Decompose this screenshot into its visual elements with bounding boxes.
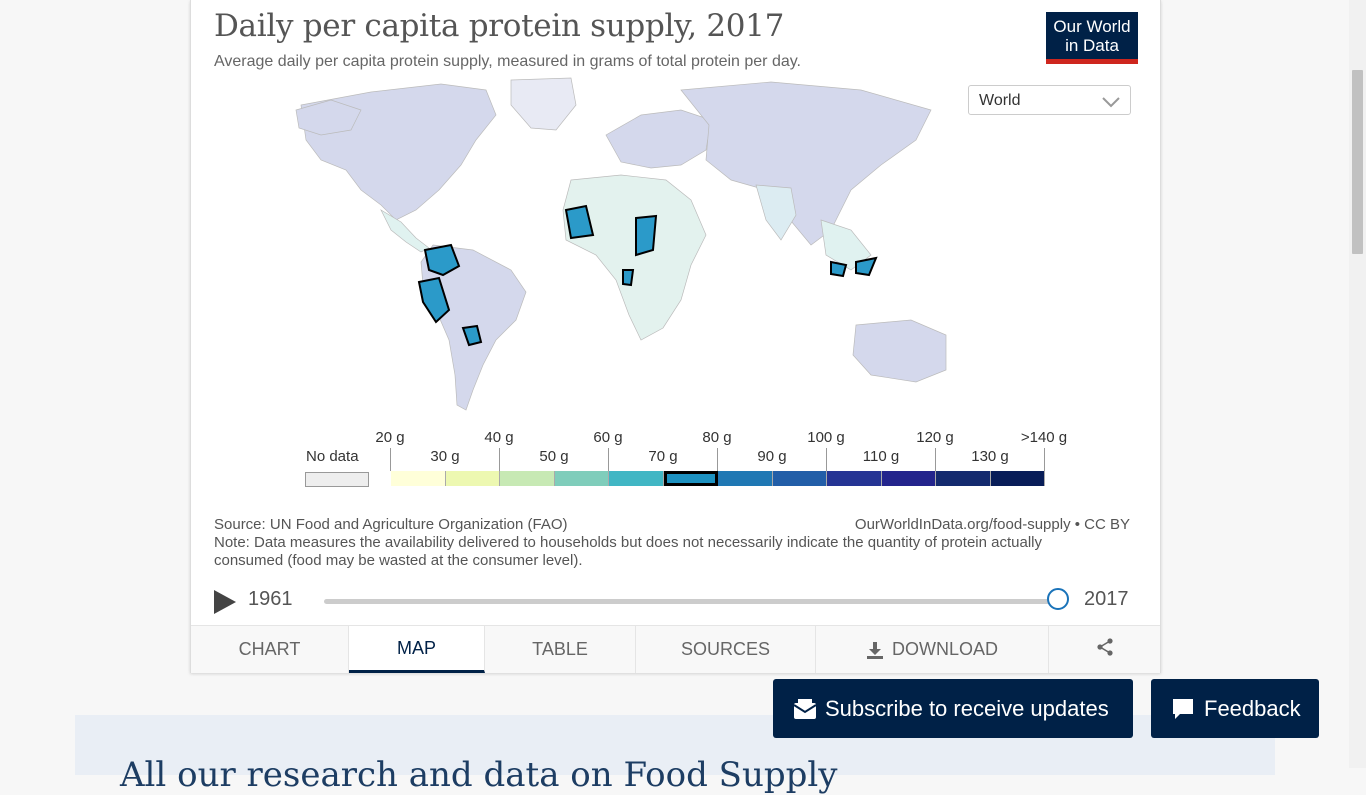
feedback-label: Feedback (1204, 695, 1301, 721)
map-alaska (295, 99, 362, 136)
tab-table[interactable]: TABLE (485, 626, 636, 673)
chart-card: Daily per capita protein supply, 2017 Av… (190, 0, 1161, 673)
legend-label: 130 g (971, 448, 1009, 465)
owid-logo[interactable]: Our World in Data (1046, 12, 1138, 64)
region-select[interactable]: World (968, 85, 1131, 115)
legend-swatch[interactable] (718, 471, 773, 486)
logo-line-1: Our World (1053, 17, 1131, 36)
source-text: Source: UN Food and Agriculture Organiza… (214, 516, 568, 533)
tab-label: DOWNLOAD (891, 639, 998, 659)
timeline-start-year: 1961 (248, 588, 293, 610)
timeline-track[interactable] (324, 599, 1060, 604)
tab-label: CHART (238, 639, 301, 659)
scrollbar-thumb[interactable] (1352, 70, 1363, 254)
map-europe (605, 109, 712, 169)
legend-swatch[interactable] (772, 471, 827, 486)
legend-swatch[interactable] (881, 471, 936, 486)
map-central-america (380, 209, 430, 253)
legend-label: 90 g (757, 448, 787, 465)
legend-label: 30 g (430, 448, 460, 465)
scrollbar[interactable] (1349, 0, 1366, 768)
map-cameroon (622, 269, 635, 287)
legend-label: 60 g (593, 429, 623, 446)
legend-label: 20 g (375, 429, 405, 446)
map-indonesia (830, 260, 848, 278)
tab-label: SOURCES (680, 639, 770, 659)
map-paraguay (461, 324, 483, 347)
map-asia (680, 81, 932, 246)
world-map[interactable] (211, 70, 1021, 425)
legend-label: 100 g (807, 429, 845, 446)
tab-sources[interactable]: SOURCES (636, 626, 816, 673)
chevron-down-icon (1102, 95, 1120, 113)
legend-label: 40 g (484, 429, 514, 446)
legend-tick (608, 448, 609, 471)
legend-swatch[interactable] (609, 471, 664, 486)
subscribe-button[interactable]: Subscribe to receive updates (773, 679, 1133, 738)
legend-label: 80 g (702, 429, 732, 446)
share-icon (1096, 638, 1114, 661)
feedback-button[interactable]: Feedback (1151, 679, 1319, 738)
legend-bins (391, 471, 1045, 486)
chart-note: Note: Data measures the availability del… (214, 534, 1042, 569)
legend-no-data-label: No data (306, 448, 359, 465)
tab-map[interactable]: MAP (349, 626, 485, 673)
legend-label: 120 g (916, 429, 954, 446)
legend-swatch[interactable] (391, 471, 446, 486)
tab-download[interactable]: DOWNLOAD (816, 626, 1049, 673)
legend-tick (499, 448, 500, 471)
download-icon (866, 641, 884, 659)
legend-tick (717, 448, 718, 471)
research-heading: All our research and data on Food Supply (120, 755, 838, 795)
map-chad (635, 214, 658, 257)
legend-swatch[interactable] (663, 471, 718, 486)
legend-label: 110 g (862, 448, 900, 465)
legend-tick (390, 448, 391, 471)
legend-swatch[interactable] (554, 471, 609, 486)
map-borneo (855, 256, 878, 277)
legend-label: 50 g (539, 448, 569, 465)
map-india (755, 184, 797, 241)
map-australia (852, 319, 947, 383)
map-peru (417, 276, 451, 324)
timeline: 1961 2017 (214, 588, 1144, 614)
map-greenland (510, 77, 577, 131)
tab-label: TABLE (532, 639, 588, 659)
map-mauritania-mali (564, 204, 595, 240)
legend-swatch[interactable] (827, 471, 882, 486)
region-select-value: World (979, 92, 1021, 109)
legend-tick (826, 448, 827, 471)
legend-swatch[interactable] (936, 471, 991, 486)
tab-label: MAP (396, 637, 436, 658)
legend-swatch[interactable] (500, 471, 555, 486)
map-africa (562, 174, 707, 341)
subscribe-label: Subscribe to receive updates (825, 695, 1109, 721)
chart-title: Daily per capita protein supply, 2017 (214, 8, 785, 44)
chart-tabs: CHART MAP TABLE SOURCES DOWNLOAD (191, 625, 1160, 673)
legend-label: 70 g (648, 448, 678, 465)
logo-line-2: in Data (1065, 36, 1119, 55)
legend-swatch[interactable] (990, 471, 1045, 486)
legend-tick (935, 448, 936, 471)
chart-source: Source: UN Food and Agriculture Organiza… (214, 516, 1144, 534)
tab-share[interactable] (1049, 626, 1160, 673)
play-icon[interactable] (214, 590, 236, 614)
legend-tick (1044, 448, 1045, 471)
timeline-end-year: 2017 (1084, 588, 1129, 610)
legend-swatch[interactable] (445, 471, 500, 486)
legend-label: >140 g (1020, 429, 1068, 446)
envelope-icon (793, 698, 817, 720)
chart-subtitle: Average daily per capita protein supply,… (214, 53, 801, 70)
speech-bubble-icon (1171, 697, 1195, 721)
tab-chart[interactable]: CHART (191, 626, 349, 673)
timeline-handle[interactable] (1047, 588, 1069, 610)
source-link[interactable]: OurWorldInData.org/food-supply • CC BY (854, 516, 1130, 533)
legend-no-data-swatch (305, 472, 369, 487)
map-colombia-venezuela (423, 243, 461, 277)
